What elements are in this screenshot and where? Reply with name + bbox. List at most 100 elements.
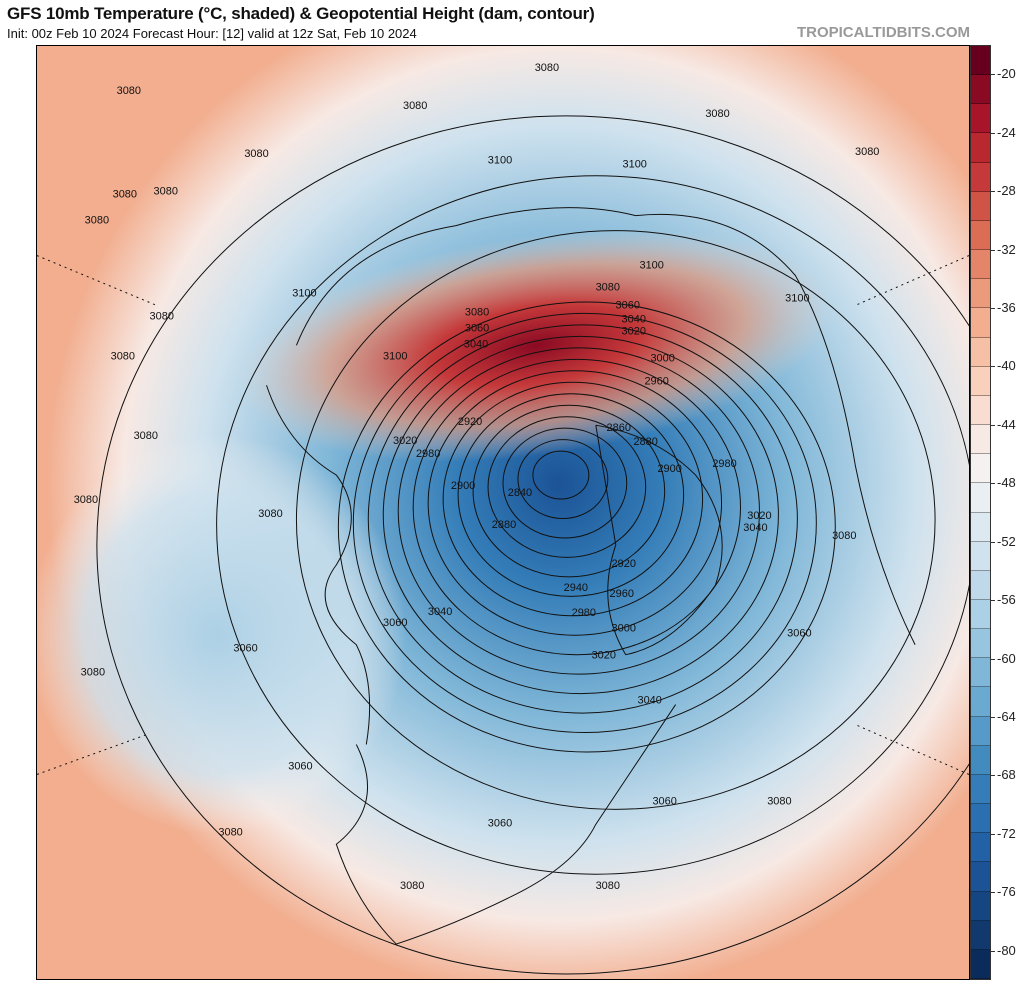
colorbar-tick-label: -80: [991, 943, 1016, 958]
contour-label: 3100: [623, 159, 647, 171]
colorbar-swatch: [971, 920, 990, 950]
height-contour: [487, 416, 647, 558]
contour-label: 3080: [258, 508, 282, 520]
colorbar-swatch: [971, 133, 990, 163]
colorbar-tick-label: -52: [991, 534, 1016, 549]
contour-label: 3080: [832, 530, 856, 542]
contour-label: 2960: [610, 588, 634, 600]
contour-label: 3080: [400, 880, 424, 892]
contour-label: 2880: [633, 436, 657, 448]
height-contour: [532, 450, 590, 500]
coastlines: [37, 207, 969, 945]
contour-label: 3040: [637, 695, 661, 707]
brand-watermark: TROPICALTIDBITS.COM: [796, 24, 970, 41]
colorbar-tick-label: -48: [991, 475, 1016, 490]
colorbar-tick-label: -32: [991, 242, 1016, 257]
contour-labels: 3080 3080 3080 3080 3080 3080 3080 3080 3080 3080…: [74, 62, 880, 892]
contour-label: 3080: [74, 494, 98, 506]
height-contour: [337, 301, 836, 753]
colorbar-swatch: [971, 833, 990, 863]
colorbar-tick-label: -72: [991, 826, 1016, 841]
height-contour: [427, 370, 723, 636]
contour-label: 3080: [465, 306, 489, 318]
contour-label: 3080: [403, 100, 427, 112]
colorbar-swatch: [971, 599, 990, 630]
colorbar-swatch: [971, 774, 990, 805]
contour-label: 2860: [607, 422, 631, 434]
height-contour: [352, 312, 817, 734]
contour-label: 2880: [492, 519, 516, 531]
colorbar-swatch: [971, 220, 990, 251]
temperature-colorbar: [970, 45, 991, 980]
colorbar-swatch: [971, 862, 990, 892]
colorbar-swatch: [971, 75, 990, 105]
contour-label: 3040: [464, 338, 488, 350]
contour-label: 3080: [244, 148, 268, 160]
height-contour: [397, 347, 760, 675]
contour-label: 3080: [111, 350, 135, 362]
contour-label: 3060: [488, 817, 512, 829]
colorbar-swatch: [971, 570, 990, 600]
colorbar-tick-label: -40: [991, 358, 1016, 373]
colorbar-swatch: [971, 162, 990, 192]
contour-label: 3080: [596, 880, 620, 892]
colorbar-tick-label: -20: [991, 66, 1016, 81]
colorbar-swatch: [971, 629, 990, 659]
height-contour: [442, 381, 704, 617]
colorbar-swatch: [971, 804, 990, 834]
height-contour: [472, 404, 666, 578]
contour-label: 2900: [451, 480, 475, 492]
polar-temperature-map: 3080 3080 3080 3080 3080 3080 3080 3080 3080 3080…: [36, 45, 970, 980]
contour-label: 3060: [465, 322, 489, 334]
colorbar-swatch: [971, 46, 990, 76]
colorbar-swatch: [971, 279, 990, 309]
height-contour: [382, 335, 779, 695]
map-title: GFS 10mb Temperature (°C, shaded) & Geop…: [7, 4, 595, 23]
colorbar-swatch: [971, 891, 990, 921]
contour-label: 3060: [787, 628, 811, 640]
contour-label: 3080: [855, 146, 879, 158]
contour-label: 3020: [393, 435, 417, 447]
contour-label: 3080: [150, 310, 174, 322]
colorbar-tick-label: -44: [991, 417, 1016, 432]
colorbar-swatch: [971, 250, 990, 280]
contour-label: 3020: [622, 325, 646, 337]
contour-label: 2980: [572, 607, 596, 619]
height-contour: [295, 230, 936, 810]
contour-label: 2980: [712, 458, 736, 470]
contour-label: 3000: [650, 352, 674, 364]
contour-label: 3080: [81, 667, 105, 679]
contour-label: 3040: [743, 522, 767, 534]
contour-label: 2900: [657, 463, 681, 475]
contour-label: 2960: [644, 375, 668, 387]
colorbar-tick-label: -56: [991, 592, 1016, 607]
colorbar-swatch: [971, 366, 990, 396]
contour-label: 3080: [154, 186, 178, 198]
contour-label: 3060: [288, 760, 312, 772]
warm-band-region: [239, 228, 833, 462]
contour-label: 3060: [616, 299, 640, 311]
contour-label: 2980: [416, 448, 440, 460]
height-contour: [216, 175, 969, 875]
colorbar-swatch: [971, 308, 990, 338]
colorbar-tick-label: -76: [991, 884, 1016, 899]
colorbar-swatch: [971, 425, 990, 455]
colorbar-tick-label: -24: [991, 125, 1016, 140]
map-subtitle: Init: 00z Feb 10 2024 Forecast Hour: [12…: [7, 26, 417, 41]
colorbar-swatch: [971, 541, 990, 571]
height-contour: [412, 358, 741, 656]
contour-label: 3040: [428, 606, 452, 618]
contour-label: 3060: [652, 795, 676, 807]
contour-label: 3100: [639, 260, 663, 272]
height-contours: [96, 115, 969, 975]
contour-label: 3100: [292, 287, 316, 299]
colorbar-swatch: [971, 483, 990, 513]
colorbar-swatch: [971, 337, 990, 367]
contour-label: 2920: [612, 558, 636, 570]
height-contour: [367, 324, 798, 714]
contour-label: 3080: [117, 85, 141, 97]
contour-label: 3040: [622, 313, 646, 325]
height-contour: [457, 393, 685, 597]
colorbar-swatch: [971, 512, 990, 542]
colorbar-swatch: [971, 395, 990, 426]
